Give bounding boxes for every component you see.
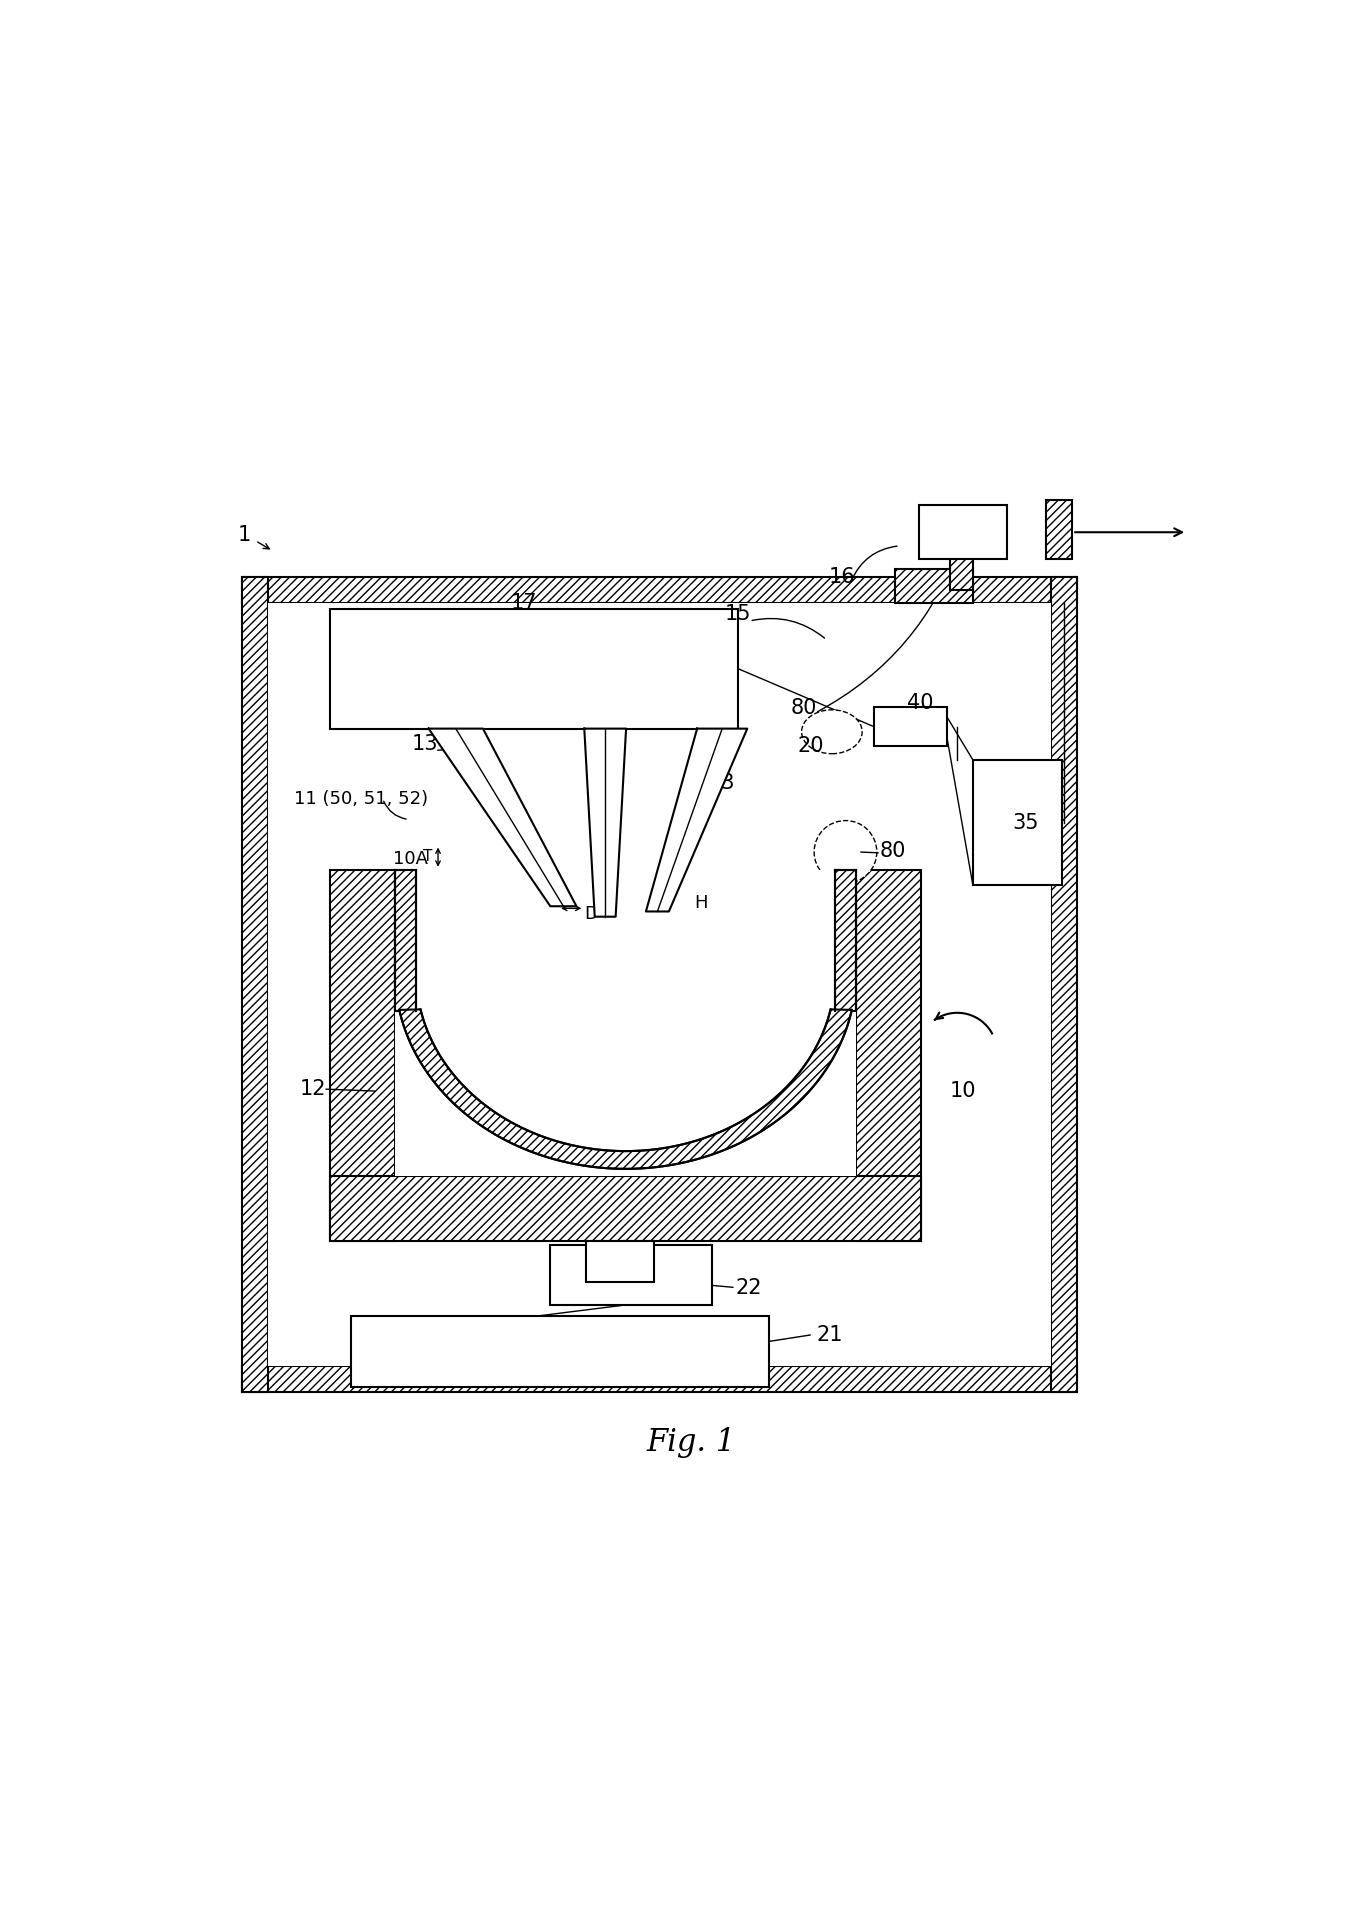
Polygon shape (584, 729, 625, 916)
Text: 22: 22 (735, 1277, 762, 1298)
Text: 30: 30 (954, 521, 981, 540)
Bar (330, 1177, 921, 1240)
Text: D: D (585, 905, 599, 922)
Bar (352, 1316, 770, 1387)
Text: 40: 40 (907, 693, 934, 712)
Ellipse shape (802, 710, 863, 754)
Text: 1: 1 (239, 525, 251, 546)
Bar (1051, 577, 1077, 1393)
Text: 10: 10 (949, 1080, 976, 1101)
Text: 11 (50, 51, 52): 11 (50, 51, 52) (294, 789, 427, 808)
Text: H: H (694, 895, 708, 912)
Polygon shape (646, 729, 747, 912)
Bar (241, 577, 1077, 604)
Bar (874, 706, 946, 747)
Text: 15: 15 (725, 604, 751, 623)
Text: T: T (423, 849, 433, 864)
Text: 13: 13 (709, 774, 736, 793)
Text: 20: 20 (798, 737, 824, 756)
Text: 16: 16 (829, 567, 856, 586)
Text: 13: 13 (411, 735, 438, 754)
Text: 12: 12 (299, 1078, 326, 1100)
Text: 17: 17 (511, 594, 537, 613)
Polygon shape (834, 870, 856, 1011)
Text: Fig. 1: Fig. 1 (646, 1427, 736, 1458)
Bar (241, 577, 268, 1393)
Bar (973, 760, 1062, 885)
Bar (330, 608, 737, 729)
Bar (1046, 500, 1072, 559)
Polygon shape (399, 1009, 852, 1169)
Bar (895, 577, 973, 604)
Bar (895, 569, 973, 604)
Text: 80: 80 (879, 841, 906, 860)
Bar (950, 530, 973, 590)
Bar (856, 870, 921, 1240)
Bar (918, 505, 1007, 559)
Bar (395, 870, 856, 1177)
Text: 21: 21 (817, 1325, 842, 1345)
Bar (241, 1366, 1077, 1393)
Bar (550, 1244, 712, 1306)
Polygon shape (395, 870, 417, 1011)
Text: 10A: 10A (394, 851, 429, 868)
Polygon shape (429, 729, 577, 907)
Text: 35: 35 (1012, 812, 1038, 833)
Bar (330, 870, 395, 1240)
Ellipse shape (814, 820, 876, 883)
Bar (586, 1240, 654, 1283)
Bar (268, 604, 1051, 1366)
Text: 80: 80 (790, 698, 817, 718)
